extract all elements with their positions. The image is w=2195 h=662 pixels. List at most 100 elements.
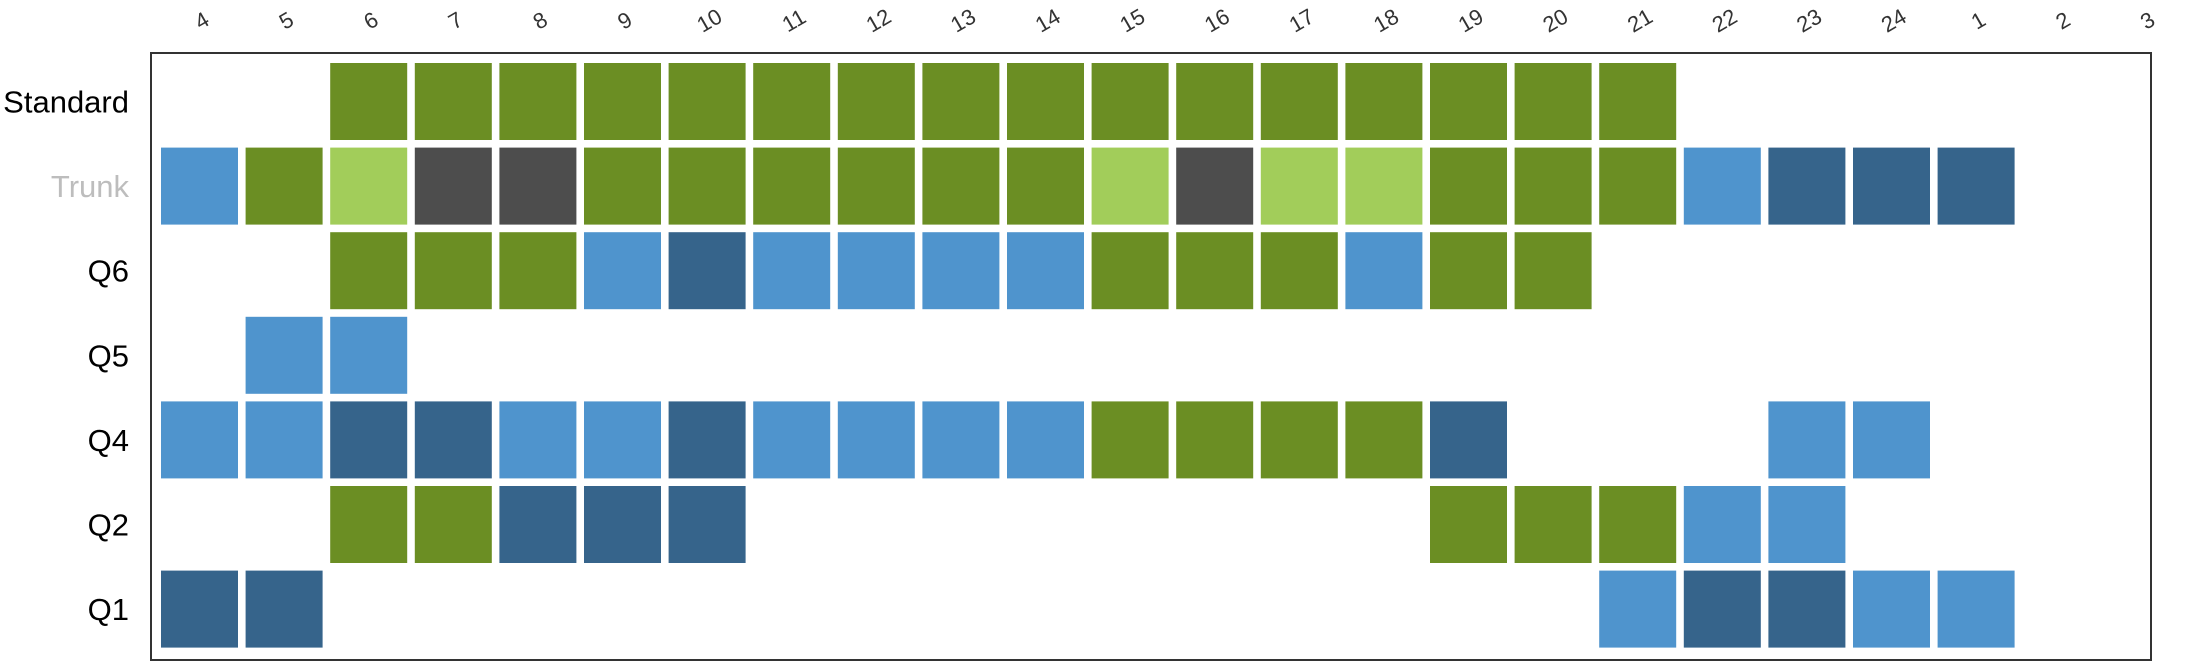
heatmap-cell (1599, 486, 1677, 563)
heatmap-cells (161, 63, 2015, 648)
heatmap-cell (584, 63, 661, 140)
y-tick-label: Q5 (88, 338, 129, 373)
heatmap-cell (1514, 147, 1592, 225)
heatmap-cell (837, 147, 915, 225)
heatmap-cell (584, 232, 661, 310)
heatmap-cell (1091, 63, 1169, 140)
heatmap-cell (245, 570, 323, 648)
heatmap-cell (161, 401, 238, 479)
heatmap-cell (1514, 486, 1592, 563)
y-tick-label: Q6 (88, 254, 129, 289)
heatmap-cell (1345, 147, 1423, 225)
heatmap-cell (161, 147, 238, 225)
heatmap-cell (837, 401, 915, 479)
heatmap-cell (753, 401, 831, 479)
heatmap-cell (1430, 401, 1507, 479)
heatmap-cell (1091, 147, 1169, 225)
heatmap-cell (1599, 63, 1677, 140)
heatmap-cell (1768, 486, 1846, 563)
heatmap-cell (499, 147, 577, 225)
heatmap-cell (1430, 147, 1507, 225)
heatmap-cell (668, 63, 746, 140)
heatmap-cell (1345, 63, 1423, 140)
heatmap-cell (330, 232, 408, 310)
heatmap-cell (499, 232, 577, 310)
heatmap-cell (922, 147, 1000, 225)
heatmap-cell (922, 232, 1000, 310)
heatmap-cell (1768, 401, 1846, 479)
heatmap-cell (1768, 147, 1846, 225)
x-tick-label: 5 (275, 7, 298, 35)
heatmap-cell (330, 401, 408, 479)
x-tick-label: 16 (1200, 4, 1234, 38)
heatmap-cell (1853, 401, 1930, 479)
y-axis-tick-labels: Standard Trunk Q6 Q5 Q4 Q2 Q1 (3, 85, 129, 628)
heatmap-cell (1683, 486, 1761, 563)
heatmap-cell (1260, 147, 1338, 225)
heatmap-cell (414, 63, 492, 140)
heatmap-cell (668, 147, 746, 225)
heatmap-cell (1007, 401, 1084, 479)
heatmap-cell (668, 232, 746, 310)
x-tick-label: 19 (1454, 4, 1488, 38)
heatmap-cell (753, 232, 831, 310)
heatmap-cell (414, 401, 492, 479)
heatmap-cell (499, 63, 577, 140)
heatmap-cell (837, 232, 915, 310)
x-tick-label: 2 (2051, 7, 2074, 35)
x-axis-tick-labels: 4 5 6 7 8 9 10 11 12 13 14 15 16 17 18 19 20 21 22 23 24 1 2 3 (190, 4, 2159, 38)
heatmap-cell (1937, 147, 2015, 225)
x-tick-label: 12 (862, 4, 896, 38)
heatmap-cell (1260, 63, 1338, 140)
x-tick-label: 7 (444, 7, 467, 35)
heatmap-cell (584, 401, 661, 479)
heatmap-cell (330, 63, 408, 140)
y-tick-label: Trunk (51, 169, 130, 204)
heatmap-cell (1937, 570, 2015, 648)
x-tick-label: 4 (190, 7, 213, 35)
heatmap-cell (414, 147, 492, 225)
heatmap-cell (1430, 486, 1507, 563)
heatmap-cell (245, 147, 323, 225)
x-tick-label: 14 (1031, 4, 1065, 38)
heatmap-cell (1599, 570, 1677, 648)
heatmap-cell (753, 147, 831, 225)
x-tick-label: 9 (613, 7, 636, 35)
heatmap-cell (330, 486, 408, 563)
heatmap-cell (668, 401, 746, 479)
y-tick-label: Q2 (88, 508, 129, 543)
heatmap-cell (1007, 232, 1084, 310)
heatmap-cell (922, 63, 1000, 140)
heatmap-cell (330, 316, 408, 394)
y-tick-label: Q1 (88, 592, 129, 627)
heatmap-cell (1853, 147, 1930, 225)
x-tick-label: 11 (778, 4, 810, 37)
heatmap-cell (414, 486, 492, 563)
heatmap-cell (1007, 63, 1084, 140)
heatmap-cell (1091, 401, 1169, 479)
x-tick-label: 18 (1369, 4, 1403, 38)
heatmap-cell (1430, 63, 1507, 140)
x-tick-label: 3 (2136, 7, 2159, 35)
heatmap-cell (1091, 232, 1169, 310)
x-tick-label: 10 (692, 4, 726, 38)
heatmap-cell (1176, 147, 1254, 225)
plot-panel-border (150, 52, 2152, 661)
heatmap-cell (1176, 63, 1254, 140)
heatmap-cell (1768, 570, 1846, 648)
heatmap-cell (1176, 232, 1254, 310)
heatmap-cell (1430, 232, 1507, 310)
x-tick-label: 24 (1877, 4, 1911, 38)
heatmap-cell (245, 401, 323, 479)
heatmap-cell (330, 147, 408, 225)
x-tick-label: 15 (1115, 4, 1149, 38)
heatmap-cell (1683, 570, 1761, 648)
heatmap-cell (1260, 401, 1338, 479)
x-tick-label: 20 (1538, 4, 1572, 38)
x-tick-label: 13 (946, 4, 980, 38)
heatmap-cell (499, 486, 577, 563)
heatmap-cell (922, 401, 1000, 479)
heatmap-cell (1260, 232, 1338, 310)
heatmap-cell (668, 486, 746, 563)
